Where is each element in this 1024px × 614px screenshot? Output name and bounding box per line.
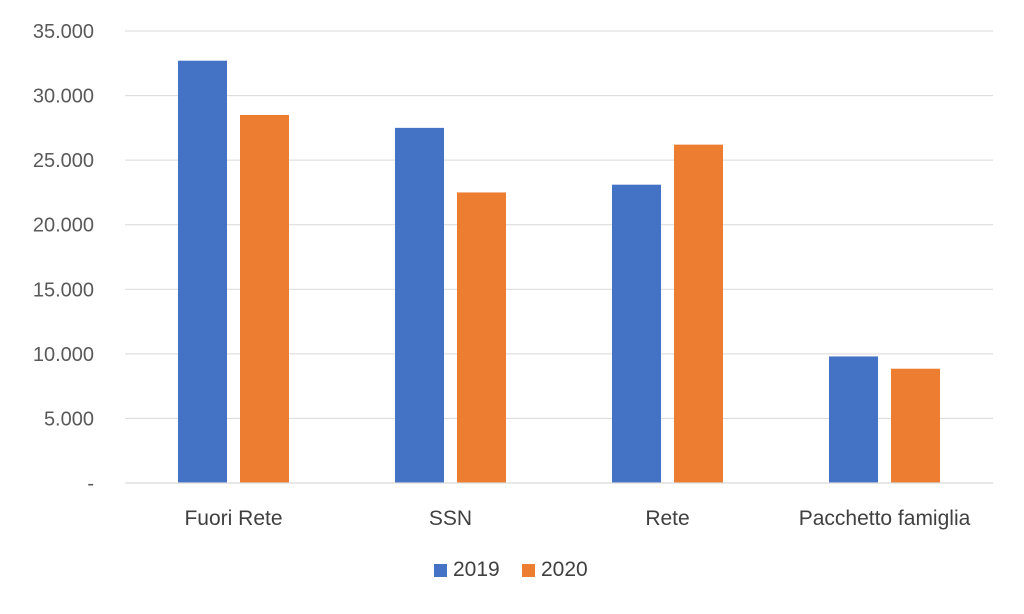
bars [178, 60, 940, 484]
bar-2020-2 [674, 144, 723, 483]
legend-swatch-2020 [522, 564, 535, 577]
y-tick-label: - [87, 473, 94, 495]
bar-2020-3 [891, 368, 940, 483]
y-tick-label: 25.000 [33, 150, 94, 172]
legend-label: 2019 [453, 558, 500, 581]
x-category-label: Rete [645, 507, 689, 530]
bar-2019-3 [829, 356, 878, 483]
bar-2020-1 [457, 192, 506, 483]
y-tick-label: 10.000 [33, 344, 94, 366]
bar-2019-0 [178, 60, 227, 484]
legend: 2019 2020 [434, 558, 588, 581]
legend-swatch-2019 [434, 564, 447, 577]
legend-label: 2020 [541, 558, 588, 581]
x-axis-category-labels: Fuori Rete SSN Rete Pacchetto famiglia [184, 507, 970, 530]
y-tick-label: 20.000 [33, 215, 94, 237]
bar-2020-0 [240, 114, 289, 483]
x-category-label: Pacchetto famiglia [799, 507, 971, 530]
x-category-label: SSN [429, 507, 472, 530]
y-tick-label: 5.000 [44, 408, 94, 430]
y-tick-label: 15.000 [33, 279, 94, 301]
y-tick-label: 35.000 [33, 21, 94, 43]
x-category-label: Fuori Rete [184, 507, 282, 530]
bar-2019-1 [395, 127, 444, 483]
y-tick-label: 30.000 [33, 86, 94, 108]
y-axis-tick-labels: - 5.000 10.000 15.000 20.000 25.000 30.000 35.0… [33, 21, 94, 495]
bar-2019-2 [612, 184, 661, 483]
